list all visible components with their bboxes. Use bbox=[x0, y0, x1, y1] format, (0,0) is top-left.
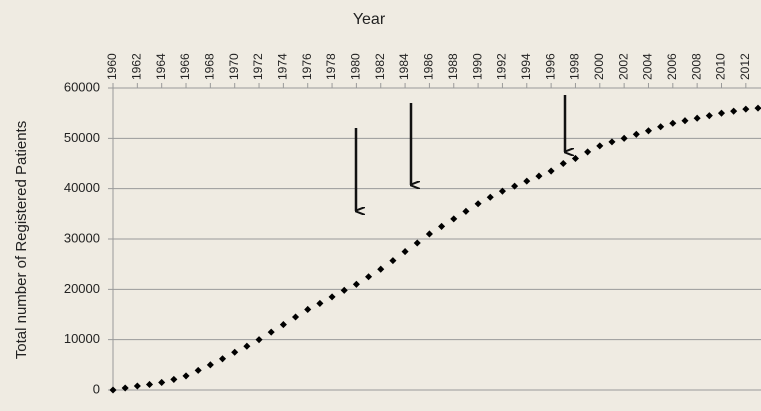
data-point bbox=[279, 321, 287, 329]
plot: 0 10000 20000 30000 40000 50000 60000 1960 1962 1… bbox=[64, 53, 761, 396]
data-point bbox=[742, 105, 750, 113]
x-tick-label: 2000 bbox=[592, 53, 606, 80]
data-point bbox=[547, 167, 555, 175]
y-tick-label: 30000 bbox=[64, 230, 100, 245]
x-tick-label: 1984 bbox=[397, 53, 411, 80]
y-tick-label: 60000 bbox=[64, 79, 100, 94]
data-point bbox=[559, 159, 567, 168]
x-tick-label: 1980 bbox=[349, 53, 363, 80]
data-point bbox=[413, 239, 421, 247]
data-point bbox=[109, 386, 117, 394]
x-tick-label: 1996 bbox=[543, 53, 557, 80]
y-tick-label: 40000 bbox=[64, 180, 100, 195]
x-tick-label: 1970 bbox=[227, 53, 241, 80]
x-tick-label: 1994 bbox=[519, 53, 533, 80]
data-point bbox=[121, 384, 129, 392]
data-point bbox=[632, 130, 640, 138]
data-point bbox=[608, 138, 616, 146]
x-tick-label: 1982 bbox=[373, 53, 387, 80]
data-point bbox=[717, 109, 726, 117]
data-point bbox=[182, 372, 190, 380]
data-point bbox=[145, 380, 154, 388]
data-point bbox=[389, 257, 397, 265]
data-point bbox=[292, 313, 300, 321]
data-point bbox=[584, 148, 592, 156]
x-tick-label: 1990 bbox=[470, 53, 484, 80]
data-point bbox=[255, 336, 263, 344]
data-point bbox=[681, 117, 689, 125]
x-tick-label: 1968 bbox=[203, 53, 217, 80]
x-tick-label: 1986 bbox=[422, 53, 436, 80]
data-point bbox=[644, 127, 653, 135]
x-tick-label: 1974 bbox=[276, 53, 290, 80]
x-tick-label: 1978 bbox=[324, 53, 338, 80]
data-point bbox=[218, 355, 227, 363]
x-axis-title: Year bbox=[353, 11, 386, 28]
x-tick-label: 2008 bbox=[689, 53, 703, 80]
data-point bbox=[304, 305, 312, 314]
data-point bbox=[450, 215, 458, 223]
data-point bbox=[620, 134, 628, 142]
x-tick-label: 2002 bbox=[616, 53, 630, 80]
data-point bbox=[170, 375, 178, 383]
x-tick-label: 1998 bbox=[568, 53, 582, 80]
data-point bbox=[328, 293, 336, 301]
data-point bbox=[231, 348, 239, 356]
y-tick-label: 20000 bbox=[64, 281, 100, 296]
data-point bbox=[462, 207, 470, 215]
data-point bbox=[657, 123, 665, 131]
data-point bbox=[511, 182, 519, 190]
data-point bbox=[669, 119, 677, 127]
x-tick-label: 1972 bbox=[251, 53, 265, 80]
data-point bbox=[365, 273, 373, 281]
x-tick-label: 2012 bbox=[738, 53, 752, 80]
data-point bbox=[523, 177, 531, 185]
data-point bbox=[206, 361, 214, 369]
data-point bbox=[243, 342, 251, 350]
data-point bbox=[705, 112, 713, 120]
y-tick-label: 10000 bbox=[64, 331, 100, 346]
x-tick-label: 2010 bbox=[714, 53, 728, 80]
data-point bbox=[486, 193, 494, 201]
y-tick-label: 50000 bbox=[64, 130, 100, 145]
data-point bbox=[754, 104, 761, 112]
data-point bbox=[571, 154, 579, 163]
data-point bbox=[352, 280, 360, 288]
x-tick-label: 1964 bbox=[154, 53, 168, 80]
x-tick-label: 1962 bbox=[130, 53, 144, 80]
y-axis-title: Total number of Registered Patients bbox=[13, 121, 30, 359]
data-point bbox=[340, 286, 348, 294]
data-point bbox=[438, 222, 446, 230]
x-tick-label: 1966 bbox=[178, 53, 192, 80]
data-point bbox=[377, 265, 385, 273]
data-point bbox=[158, 378, 166, 386]
x-tick-label: 1976 bbox=[300, 53, 314, 80]
data-point bbox=[693, 114, 701, 122]
x-tick-label: 1960 bbox=[105, 53, 119, 80]
x-tick-label: 2006 bbox=[665, 53, 679, 80]
x-tick-label: 1992 bbox=[495, 53, 509, 80]
data-point bbox=[498, 187, 506, 195]
data-point bbox=[535, 172, 543, 180]
x-tick-label: 2004 bbox=[641, 53, 655, 80]
data-point bbox=[401, 248, 409, 256]
y-tick-label: 0 bbox=[93, 381, 100, 396]
x-tick-label: 1988 bbox=[446, 53, 460, 80]
data-point bbox=[425, 230, 433, 238]
data-point bbox=[730, 107, 738, 115]
data-point bbox=[596, 142, 604, 150]
data-point bbox=[316, 299, 324, 307]
data-point bbox=[474, 200, 482, 208]
data-point bbox=[267, 328, 275, 336]
data-point bbox=[133, 382, 141, 390]
data-point bbox=[194, 366, 202, 374]
